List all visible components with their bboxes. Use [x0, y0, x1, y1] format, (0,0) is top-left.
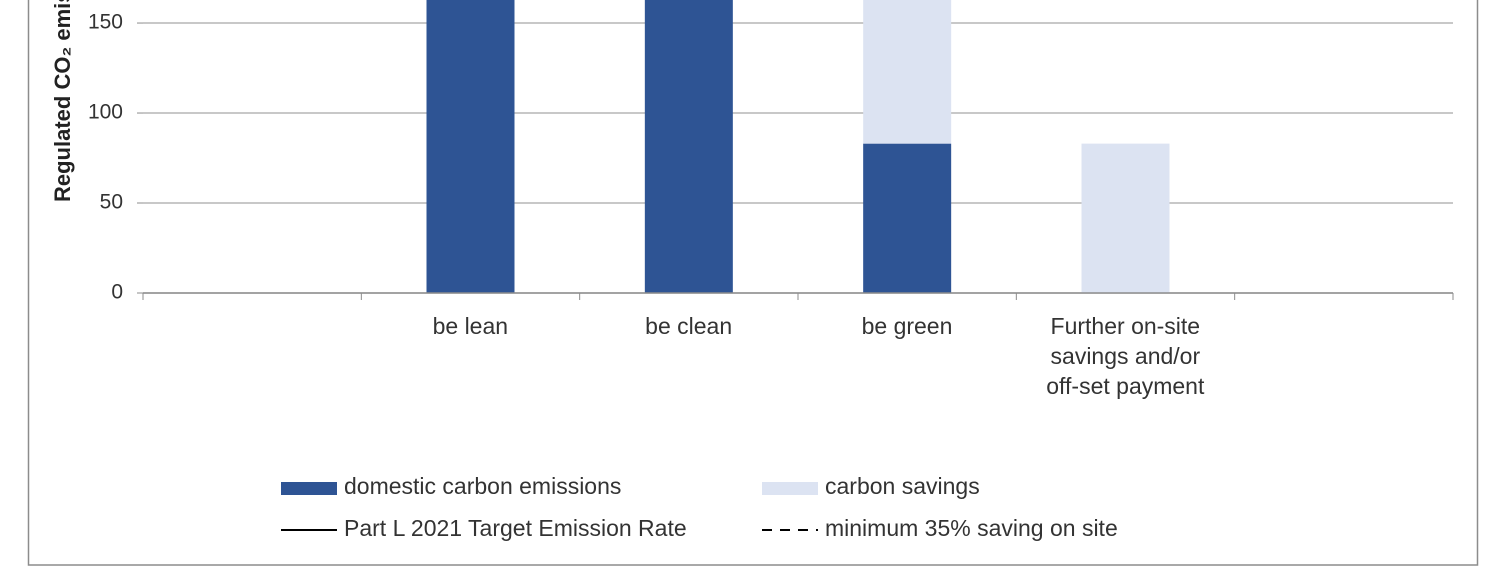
x-tick-label: be clean [645, 313, 733, 339]
legend-label: domestic carbon emissions [344, 473, 621, 499]
bar-segment [863, 143, 952, 293]
bar-segment [863, 0, 952, 144]
bar-segment [644, 0, 733, 293]
legend-swatch [762, 482, 818, 495]
bars [426, 0, 1170, 293]
y-tick-label: 0 [111, 281, 123, 304]
y-axis-label: Regulated CO₂ emissions (tonnes CO₂ per … [50, 0, 75, 202]
bar-segment [426, 0, 515, 293]
legend-swatch [281, 482, 337, 495]
x-tick-label: Further on-site savings and/or off-set p… [1046, 313, 1205, 399]
y-tick-label: 150 [88, 11, 123, 34]
legend-label: Part L 2021 Target Emission Rate [344, 515, 687, 541]
legend-label: minimum 35% saving on site [825, 515, 1118, 541]
y-tick-label: 100 [88, 101, 123, 124]
bar-segment [1081, 143, 1170, 293]
y-tick-label: 50 [100, 191, 123, 214]
x-tick-label: be green [861, 313, 953, 339]
x-tick-label: be lean [432, 313, 509, 339]
legend-label: carbon savings [825, 473, 980, 499]
chart-frame [27, 0, 1479, 566]
